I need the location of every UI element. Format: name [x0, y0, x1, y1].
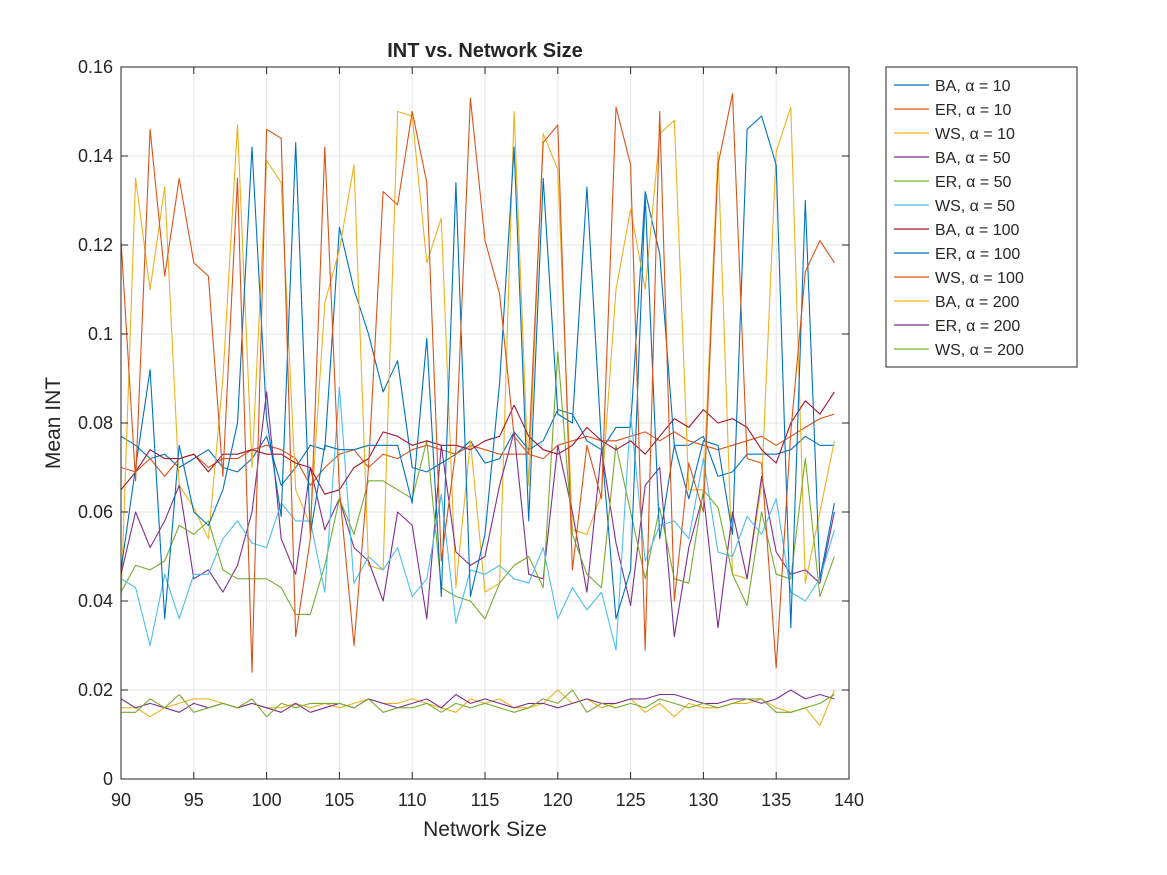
y-tick-label: 0 — [103, 769, 113, 789]
y-tick-label: 0.06 — [78, 502, 113, 522]
x-tick-label: 90 — [111, 790, 131, 810]
series-line-1 — [120, 413, 835, 486]
legend-entry-4: ER, α = 50 — [935, 174, 1012, 191]
series-line-11 — [121, 689, 835, 718]
x-tick-label: 110 — [398, 790, 427, 810]
y-tick-label: 0.1 — [88, 324, 113, 344]
legend-box — [885, 66, 1078, 368]
series-line-8 — [120, 93, 835, 673]
y-tick-label: 0.14 — [78, 146, 113, 166]
series-line-7 — [120, 115, 835, 629]
x-tick-label: 125 — [616, 790, 646, 810]
series-line-4 — [120, 351, 835, 620]
y-axis-label: Mean INT — [42, 377, 65, 469]
x-axis-label: Network Size — [423, 818, 547, 841]
y-tick-label: 0.02 — [78, 680, 113, 700]
x-tick-label: 120 — [543, 790, 573, 810]
series-line-3 — [120, 391, 835, 638]
legend[interactable]: BA, α = 10 ER, α = 10 WS, α = 10 BA, α = 50… — [885, 66, 1078, 368]
y-tick-label: 0.12 — [78, 235, 113, 255]
series-line-6 — [120, 391, 835, 495]
x-tick-label: 135 — [761, 790, 791, 810]
plot-lines — [120, 93, 835, 727]
legend-entry-10: ER, α = 200 — [935, 318, 1020, 335]
legend-entry-0: BA, α = 10 — [935, 78, 1011, 95]
legend-entry-2: WS, α = 10 — [935, 126, 1015, 143]
series-line-5 — [120, 386, 835, 651]
x-tick-label: 130 — [688, 790, 718, 810]
x-tick-label: 95 — [184, 790, 204, 810]
y-tick-label: 0.04 — [78, 591, 113, 611]
legend-entry-8: WS, α = 100 — [935, 270, 1024, 287]
legend-entry-3: BA, α = 50 — [935, 150, 1011, 167]
ticks: 90 95 100 105 110 115 120 125 130 135 140 0 0.02 0.04… — [78, 57, 864, 810]
legend-entry-5: WS, α = 50 — [935, 198, 1015, 215]
x-tick-label: 140 — [834, 790, 864, 810]
legend-entry-9: BA, α = 200 — [935, 294, 1020, 311]
legend-entry-7: ER, α = 100 — [935, 246, 1020, 263]
x-tick-label: 105 — [324, 790, 354, 810]
chart-title: INT vs. Network Size — [387, 40, 583, 62]
legend-entry-6: BA, α = 100 — [935, 222, 1020, 239]
legend-entry-11: WS, α = 200 — [935, 342, 1024, 359]
y-tick-label: 0.16 — [78, 57, 113, 77]
legend-entry-1: ER, α = 10 — [935, 102, 1012, 119]
x-tick-label: 100 — [252, 790, 282, 810]
series-line-2 — [120, 106, 835, 602]
series-line-10 — [120, 689, 835, 713]
x-tick-label: 115 — [471, 790, 500, 810]
y-tick-label: 0.08 — [78, 413, 113, 433]
series-line-0 — [120, 191, 835, 486]
